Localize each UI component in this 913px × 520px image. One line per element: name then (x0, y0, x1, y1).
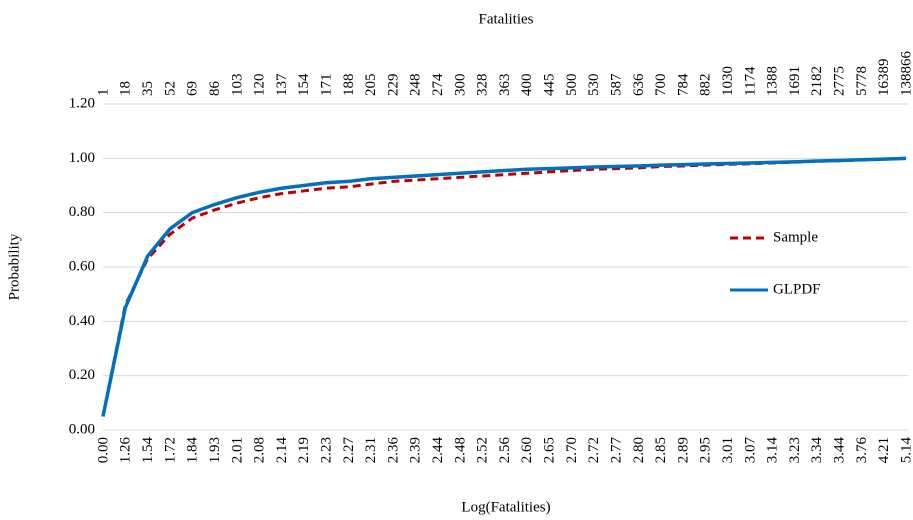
x2-tick-label: 882 (698, 74, 714, 97)
x2-tick-label: 69 (185, 81, 201, 96)
x2-tick-label: 171 (318, 74, 334, 97)
x-tick-label: 3.76 (854, 437, 870, 464)
y-tick-label: 0.40 (69, 313, 95, 329)
x2-tick-label: 1 (95, 89, 111, 97)
legend-label: Sample (773, 229, 818, 245)
y-tick-label: 1.00 (69, 150, 95, 166)
x2-tick-label: 138866 (898, 51, 913, 97)
x2-tick-label: 188 (341, 74, 357, 97)
x-axis-title: Log(Fatalities) (461, 499, 550, 515)
x-tick-label: 2.23 (318, 437, 334, 463)
x-tick-label: 2.52 (475, 437, 491, 463)
x-tick-label: 3.34 (809, 437, 825, 464)
x2-tick-label: 363 (497, 74, 513, 97)
x2-axis-title: Fatalities (479, 11, 534, 27)
x-tick-label: 0.00 (95, 437, 111, 463)
x-tick-label: 2.60 (519, 437, 535, 463)
x2-tick-label: 700 (653, 74, 669, 97)
x2-tick-label: 5778 (854, 66, 870, 96)
x-tick-label: 1.72 (162, 437, 178, 463)
x-tick-label: 2.14 (274, 437, 290, 464)
x-tick-label: 1.26 (118, 437, 134, 464)
x2-tick-label: 636 (631, 73, 647, 96)
x2-tick-label: 18 (118, 81, 134, 96)
y-tick-label: 0.80 (69, 204, 95, 220)
x2-tick-label: 300 (452, 74, 468, 97)
x-tick-label: 3.23 (787, 437, 803, 463)
y-tick-label: 0.60 (69, 258, 95, 274)
x-tick-label: 1.93 (207, 437, 223, 463)
x2-tick-label: 205 (363, 74, 379, 97)
x2-tick-label: 328 (475, 74, 491, 97)
x-tick-label: 2.19 (296, 437, 312, 463)
x-tick-label: 2.85 (653, 437, 669, 463)
x2-tick-label: 2182 (809, 66, 825, 96)
x2-tick-label: 52 (162, 81, 178, 96)
x2-tick-label: 1174 (742, 66, 758, 96)
x-tick-label: 2.56 (497, 437, 513, 464)
x-tick-label: 3.01 (720, 437, 736, 463)
x2-tick-label: 137 (274, 73, 290, 96)
x-tick-label: 2.08 (252, 437, 268, 463)
x-tick-label: 3.07 (742, 437, 758, 464)
x2-tick-label: 1388 (765, 66, 781, 96)
x2-tick-label: 229 (385, 74, 401, 97)
legend-label: GLPDF (773, 281, 821, 297)
y-tick-label: 0.20 (69, 367, 95, 383)
x-tick-label: 2.72 (586, 437, 602, 463)
x-tick-label: 2.70 (564, 437, 580, 463)
x2-tick-label: 154 (296, 73, 312, 96)
x2-tick-label: 530 (586, 74, 602, 97)
x2-tick-label: 103 (229, 74, 245, 96)
x2-tick-label: 445 (542, 74, 558, 97)
x-tick-label: 2.36 (385, 437, 401, 464)
x-tick-label: 2.89 (675, 437, 691, 463)
x-tick-label: 3.14 (765, 437, 781, 464)
x-tick-label: 4.21 (876, 437, 892, 463)
x-tick-label: 2.31 (363, 437, 379, 463)
x-tick-label: 2.48 (452, 437, 468, 463)
x-tick-label: 2.27 (341, 437, 357, 464)
x-tick-label: 2.95 (698, 437, 714, 463)
y-tick-label: 1.20 (69, 95, 95, 111)
x2-tick-label: 1030 (720, 66, 736, 96)
y-axis-title: Probability (6, 233, 22, 300)
x2-tick-label: 587 (608, 73, 624, 96)
x2-tick-label: 16389 (876, 59, 892, 97)
x2-tick-label: 274 (430, 73, 446, 96)
x2-tick-label: 35 (140, 81, 156, 96)
x2-tick-label: 2775 (832, 66, 848, 96)
x2-tick-label: 500 (564, 74, 580, 97)
x-tick-label: 2.44 (430, 437, 446, 464)
x2-tick-label: 1691 (787, 66, 803, 96)
x2-tick-label: 120 (252, 74, 268, 97)
y-tick-label: 0.00 (69, 421, 95, 437)
x-tick-label: 5.14 (898, 437, 913, 464)
x2-tick-label: 248 (408, 74, 424, 97)
x-tick-label: 2.65 (542, 437, 558, 463)
x-tick-label: 2.77 (608, 437, 624, 464)
line-series (101, 156, 907, 417)
x2-tick-label: 400 (519, 74, 535, 97)
x-tick-label: 2.80 (631, 437, 647, 463)
x-tick-label: 2.01 (229, 437, 245, 463)
x-tick-label: 1.54 (140, 437, 156, 464)
x2-tick-label: 86 (207, 81, 223, 97)
x-tick-label: 1.84 (185, 437, 201, 464)
x-tick-label: 3.44 (832, 437, 848, 464)
x-tick-label: 2.39 (408, 437, 424, 463)
x2-tick-label: 784 (675, 73, 691, 96)
